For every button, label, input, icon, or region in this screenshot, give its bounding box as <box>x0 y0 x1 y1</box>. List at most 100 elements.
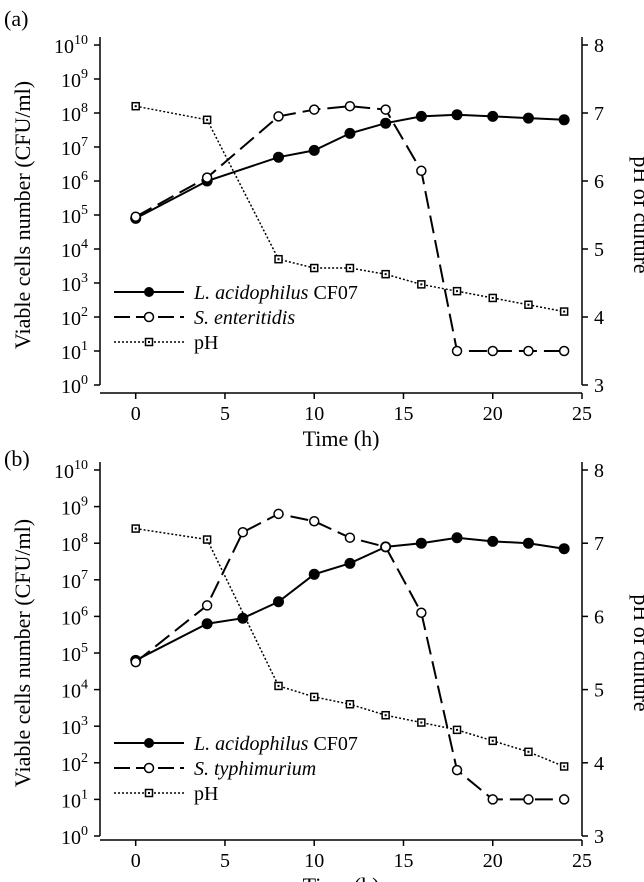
data-point <box>558 794 570 805</box>
data-point-center <box>384 714 387 717</box>
legend-label: L. acidophilus CF07 <box>193 733 358 755</box>
data-point <box>487 794 498 805</box>
x-tick-label: 10 <box>304 403 324 425</box>
y-right-tick-label: 7 <box>594 533 604 555</box>
y-right-tick-label: 4 <box>594 307 604 329</box>
x-tick-label: 20 <box>483 403 503 425</box>
x-tick-label: 0 <box>131 403 141 425</box>
panel-label: (a) <box>4 6 28 31</box>
legend-label: S. enteritidis <box>194 307 295 329</box>
data-point <box>451 532 463 544</box>
y-left-tick-label: 100 <box>61 373 88 398</box>
x-tick-label: 0 <box>131 850 141 872</box>
y-right-tick-label: 4 <box>594 753 604 775</box>
data-point <box>558 543 570 555</box>
legend-entry: L. acidophilus CF07 <box>114 733 358 755</box>
data-point <box>130 211 141 222</box>
data-point <box>273 508 284 520</box>
legend-label: pH <box>194 332 218 354</box>
y-left-tick-label: 103 <box>61 271 88 296</box>
y-left-tick-label: 109 <box>61 495 88 520</box>
y-left-tick-label: 105 <box>61 203 88 228</box>
data-point-center <box>491 296 494 299</box>
x-tick-label: 20 <box>483 850 503 872</box>
data-point <box>237 612 249 624</box>
legend-marker <box>144 738 154 748</box>
data-point <box>451 764 463 776</box>
data-point <box>344 532 356 543</box>
series-line <box>135 105 565 313</box>
y-right-tick-label: 3 <box>594 826 604 848</box>
y-left-tick-label: 105 <box>61 641 88 666</box>
y-right-tick-label: 5 <box>594 239 604 261</box>
data-point <box>415 537 427 549</box>
legend-entry: S. enteritidis <box>114 307 295 329</box>
legend-marker-center <box>148 792 150 794</box>
data-point-center <box>313 267 316 270</box>
data-point <box>523 794 534 805</box>
data-point <box>522 537 534 549</box>
data-point-center <box>206 118 209 121</box>
x-tick-label: 15 <box>393 850 413 872</box>
y-left-tick-label: 106 <box>61 169 88 194</box>
y-left-tick-label: 102 <box>61 751 88 776</box>
series-salmonella <box>130 508 570 805</box>
series-line <box>135 536 565 662</box>
series-l-acidophilus <box>130 109 570 224</box>
y-left-tick-label: 104 <box>61 237 88 262</box>
data-point-center <box>527 303 530 306</box>
data-point-center <box>348 267 351 270</box>
y-right-tick-label: 6 <box>594 606 604 628</box>
data-point-center <box>563 765 566 768</box>
data-point <box>380 117 392 129</box>
legend-marker <box>143 311 155 323</box>
legend-label: L. acidophilus CF07 <box>193 282 358 304</box>
data-point-center <box>563 310 566 313</box>
data-point-center <box>420 721 423 724</box>
y-left-tick-label: 102 <box>61 305 88 330</box>
x-tick-label: 10 <box>304 850 324 872</box>
x-axis-label: Time (h) <box>303 873 380 882</box>
y-right-tick-label: 8 <box>594 460 604 482</box>
y-left-tick-label: 1010 <box>54 458 88 483</box>
x-tick-label: 15 <box>393 403 413 425</box>
data-point <box>308 104 320 115</box>
data-point-center <box>206 538 209 541</box>
y-left-axis-label: Viable cells number (CFU/ml) <box>10 81 35 349</box>
data-point-center <box>456 728 459 731</box>
data-point <box>451 109 463 121</box>
y-left-tick-label: 101 <box>61 787 88 812</box>
series-ph <box>131 101 569 316</box>
y-left-tick-label: 1010 <box>54 33 88 58</box>
x-tick-label: 5 <box>220 850 230 872</box>
data-point <box>380 541 391 553</box>
data-point <box>344 100 356 112</box>
legend-marker <box>144 287 154 297</box>
y-left-tick-label: 108 <box>61 531 88 556</box>
data-point <box>201 172 213 183</box>
data-point-center <box>456 290 459 293</box>
y-left-tick-label: 109 <box>61 67 88 92</box>
data-point <box>416 165 427 177</box>
data-point-center <box>384 273 387 276</box>
data-point <box>487 535 499 547</box>
y-left-tick-label: 103 <box>61 714 88 739</box>
y-left-axis-label: Viable cells number (CFU/ml) <box>10 519 35 787</box>
data-point <box>308 144 320 156</box>
data-point-center <box>527 750 530 753</box>
y-left-tick-label: 100 <box>61 824 88 849</box>
data-point <box>308 515 320 527</box>
data-point <box>273 596 285 608</box>
series-line <box>135 527 565 768</box>
data-point <box>344 557 356 569</box>
data-point-center <box>277 684 280 687</box>
data-point <box>201 618 213 630</box>
y-right-axis-label: pH of culture <box>629 156 644 273</box>
panel-a: (a)1001011021031041051061071081091010345… <box>4 6 644 451</box>
x-tick-label: 25 <box>572 403 592 425</box>
data-point <box>308 568 320 580</box>
legend-entry: L. acidophilus CF07 <box>114 282 358 304</box>
x-tick-label: 5 <box>220 403 230 425</box>
y-left-tick-label: 108 <box>61 101 88 126</box>
